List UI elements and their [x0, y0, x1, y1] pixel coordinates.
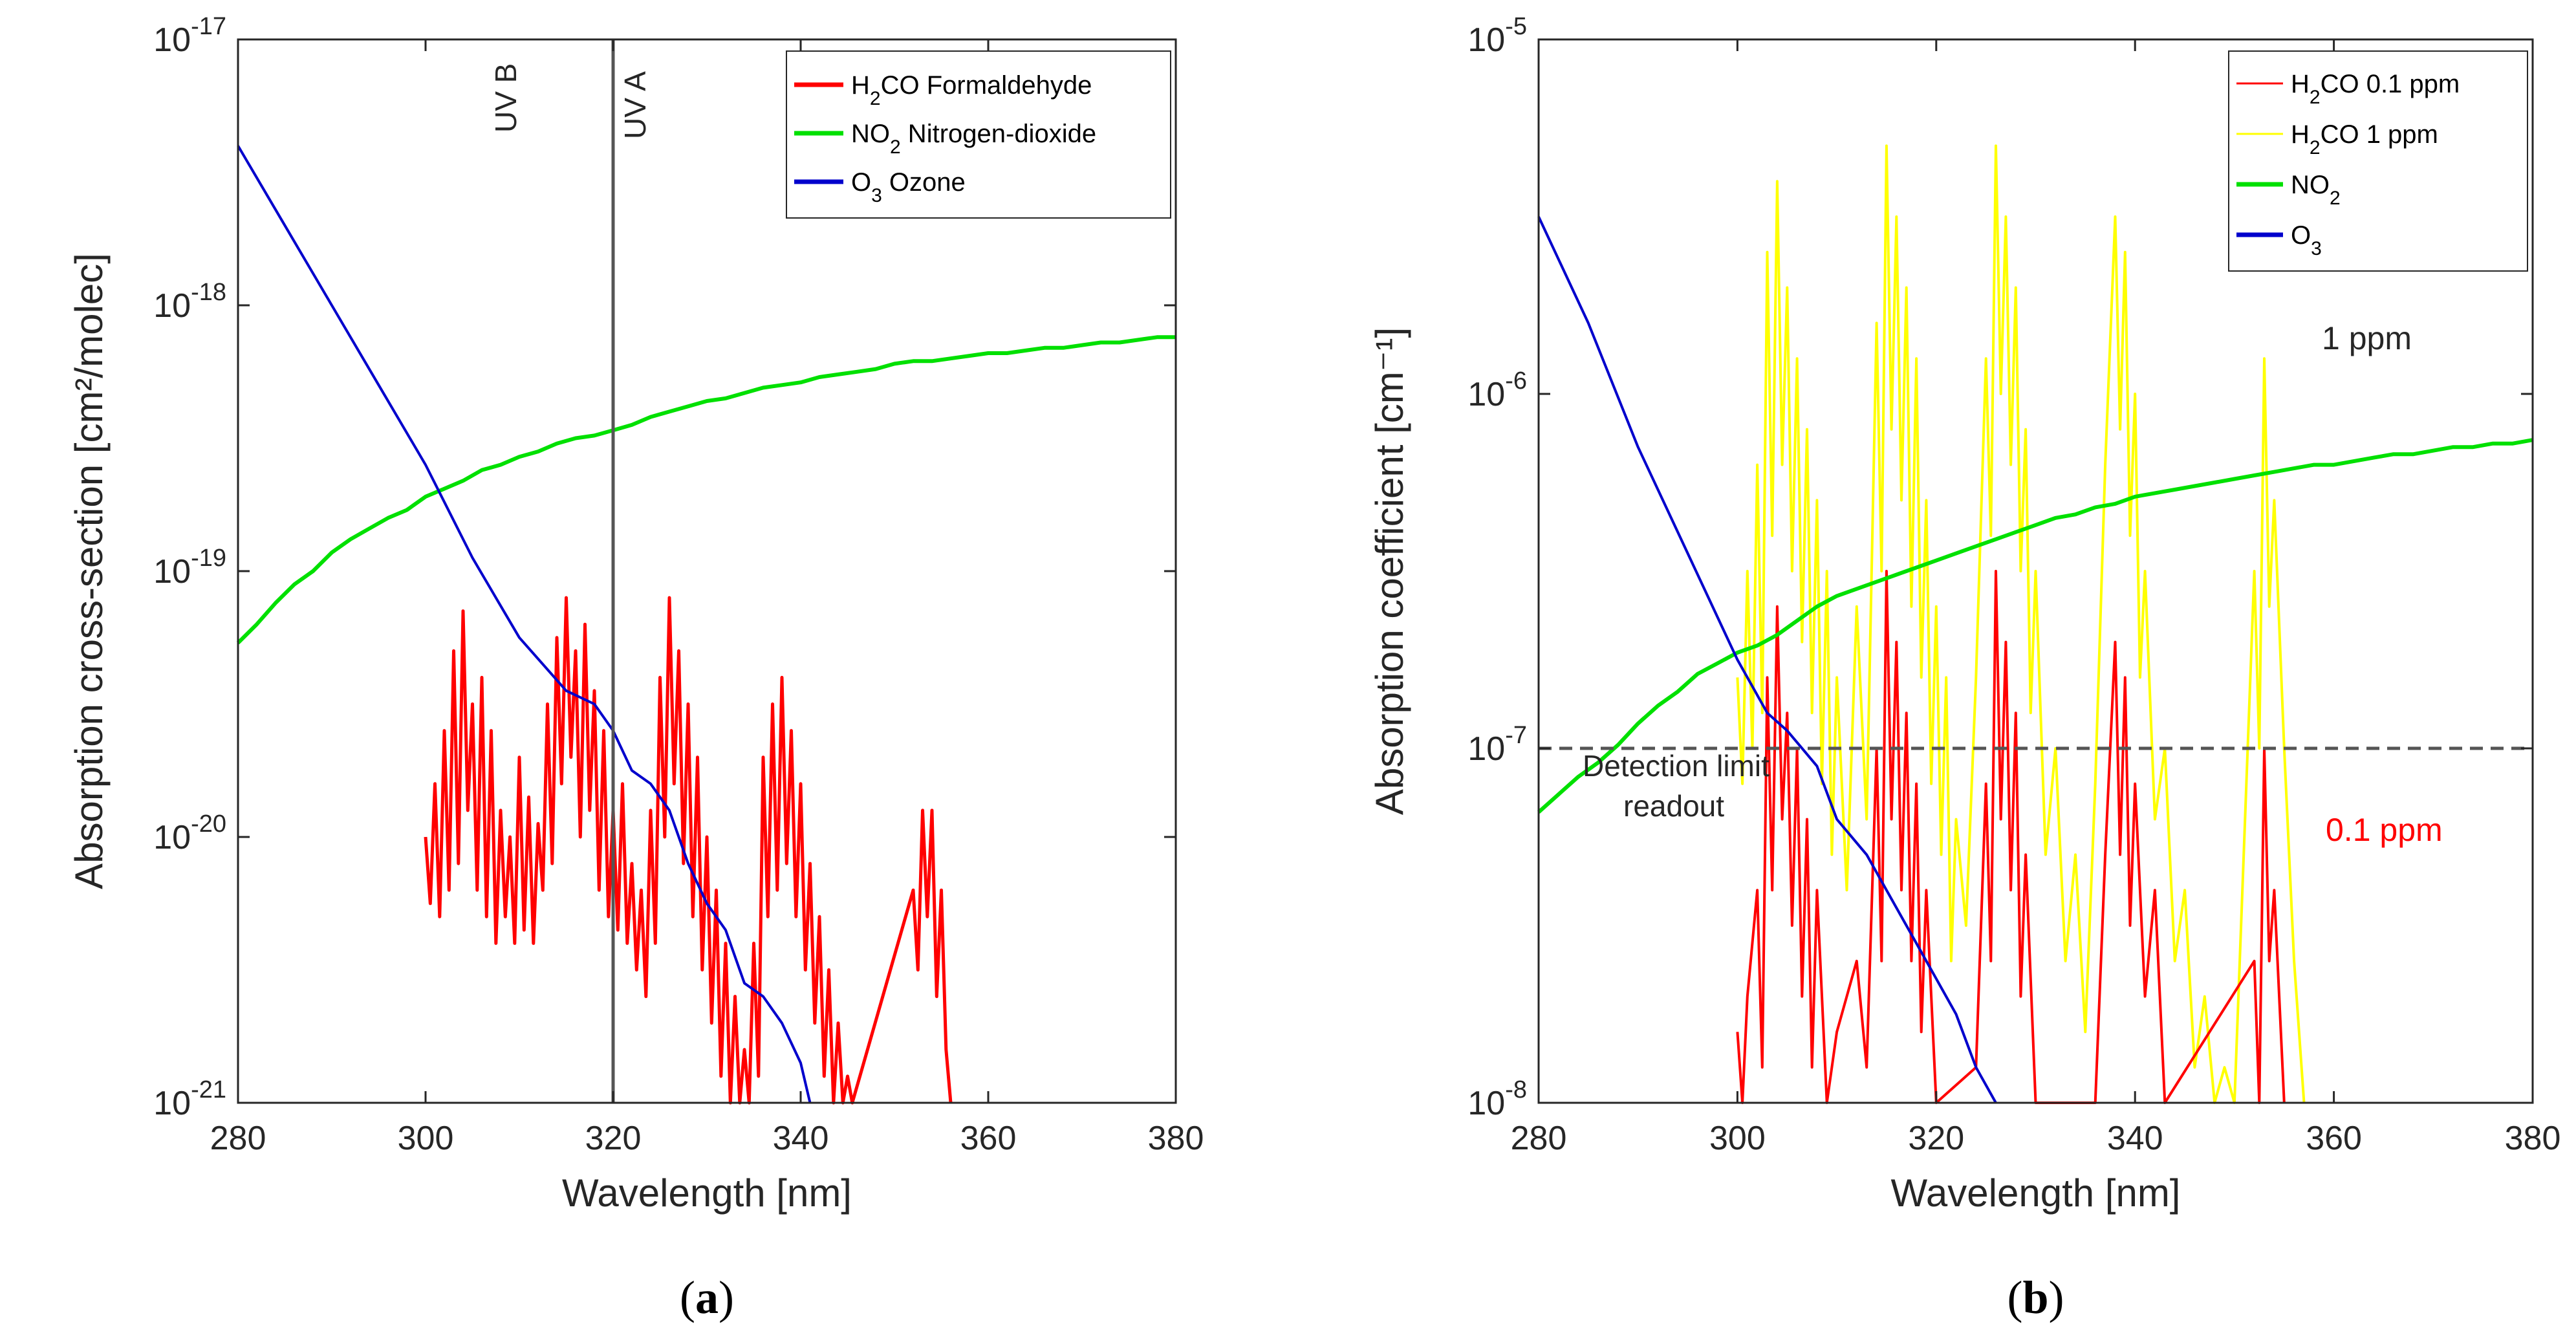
chart-b-0-1ppm-label: 0.1 ppm: [2326, 812, 2443, 848]
chart-a-x-axis-label: Wavelength [nm]: [562, 1171, 852, 1215]
chart-a: 280 300 320 340 360 380 10-21 10-20 10-19 10-18 10…: [67, 13, 1204, 1323]
chart-a-y-tick-label: 10-19: [153, 545, 226, 591]
chart-b-1ppm-label: 1 ppm: [2322, 320, 2412, 356]
chart-a-x-tick-label: 320: [585, 1120, 642, 1157]
chart-a-legend-box: [786, 50, 1171, 219]
chart-b-legend-label-h2co-0-1ppm: H2CO 0.1 ppm: [2291, 70, 2460, 108]
chart-a-legend-label-o3: O3 Ozone: [851, 168, 966, 206]
chart-b-x-tick-label: 380: [2505, 1120, 2561, 1157]
chart-a-series-h2co: [424, 596, 953, 1105]
chart-a-x-tick-label: 340: [773, 1120, 829, 1157]
chart-b-y-tick-label: 10-6: [1467, 367, 1527, 413]
chart-b-series-o3: [1537, 216, 1997, 1103]
chart-b-legend-label-no2: NO2: [2291, 171, 2341, 209]
chart-b-series-group: [1537, 144, 2533, 1104]
chart-b-x-tick-label: 300: [1709, 1120, 1766, 1157]
chart-b-ticks: 280 300 320 340 360 380 10-8 10-7 10-6 10-5: [1467, 13, 2560, 1157]
chart-b-series-h2co: [1736, 570, 2286, 1104]
chart-a-caption: (a): [680, 1272, 734, 1323]
chart-b-legend-label-o3: O3: [2291, 221, 2322, 259]
chart-a-y-tick-label: 10-21: [153, 1076, 226, 1122]
chart-a-legend-label-no2: NO2 Nitrogen-dioxide: [851, 120, 1096, 158]
chart-a-ticks: 280 300 320 340 360 380 10-21 10-20 10-19 10-18 10…: [153, 13, 1204, 1157]
chart-a-x-tick-label: 300: [398, 1120, 454, 1157]
chart-b-x-axis-label: Wavelength [nm]: [1891, 1171, 2181, 1215]
chart-b-plot-frame: [1537, 38, 2534, 1104]
chart-b-detection-limit-readout: readout: [1623, 789, 1724, 823]
chart-b-caption: (b): [2007, 1272, 2064, 1323]
chart-a-y-tick-label: 10-18: [153, 279, 226, 325]
chart-a-series-o3: [237, 145, 812, 1103]
chart-b-y-axis-label: Absorption coefficient [cm⁻¹]: [1368, 327, 1411, 815]
chart-a-y-axis-label: Absorption cross-section [cm²/molec]: [67, 253, 111, 889]
chart-a-uva-label: UV A: [618, 71, 652, 139]
chart-b-x-tick-label: 340: [2107, 1120, 2163, 1157]
chart-b-x-tick-label: 320: [1908, 1120, 1964, 1157]
chart-b-y-tick-label: 10-5: [1467, 13, 1527, 59]
chart-b-legend-label-h2co-1ppm: H2CO 1 ppm: [2291, 120, 2438, 158]
chart-b-legend: H2CO 0.1 ppm H2CO 1 ppm NO2 O3: [2228, 50, 2528, 272]
chart-a-x-tick-label: 380: [1148, 1120, 1204, 1157]
chart-b-series-no2: [1537, 438, 2533, 814]
chart-b: 280 300 320 340 360 380 10-8 10-7 10-6 10-5 Detec…: [1368, 13, 2560, 1323]
chart-a-series-no2: [236, 335, 1176, 645]
chart-a-x-tick-label: 280: [210, 1120, 266, 1157]
chart-b-y-tick-label: 10-7: [1467, 722, 1527, 768]
chart-a-series-group: [236, 145, 1176, 1105]
chart-b-series-h2co_1ppm: [1736, 144, 2306, 1104]
chart-b-x-tick-label: 360: [2306, 1120, 2362, 1157]
chart-a-y-tick-label: 10-20: [153, 810, 226, 856]
chart-b-x-tick-label: 280: [1511, 1120, 1567, 1157]
chart-b-detection-limit-label: Detection limit: [1583, 749, 1770, 783]
chart-a-uvb-label: UV B: [489, 63, 523, 133]
chart-b-y-tick-label: 10-8: [1467, 1076, 1527, 1122]
chart-a-legend: H2CO Formaldehyde NO2 Nitrogen-dioxide O…: [786, 50, 1171, 219]
chart-a-y-tick-label: 10-17: [153, 13, 226, 59]
chart-a-x-tick-label: 360: [960, 1120, 1017, 1157]
chart-a-legend-label-h2co: H2CO Formaldehyde: [851, 71, 1092, 109]
